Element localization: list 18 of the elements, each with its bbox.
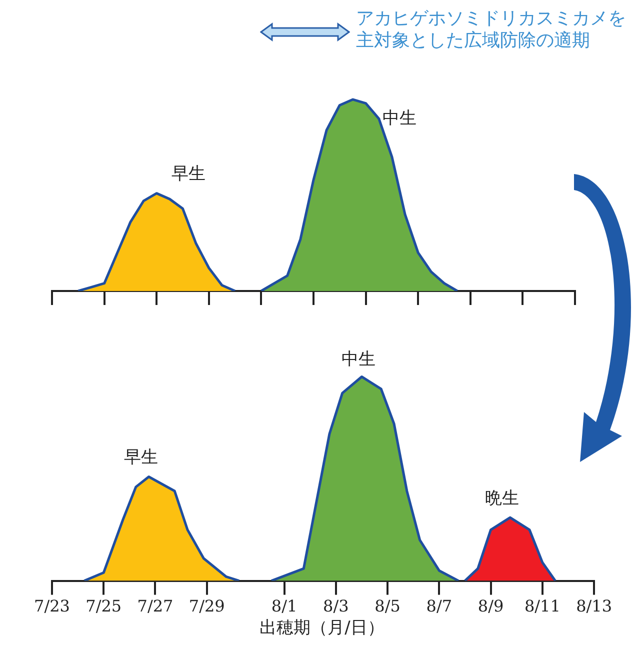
series-label: 早生	[172, 164, 206, 184]
x-tick-label: 8/9	[478, 596, 504, 616]
x-tick-label: 8/7	[426, 596, 452, 616]
series-label: 中生	[342, 350, 376, 370]
x-tick-label: 7/27	[137, 596, 174, 616]
x-tick-label: 8/1	[271, 596, 298, 616]
x-tick-label: 7/23	[34, 596, 70, 616]
x-tick-label: 8/5	[374, 596, 400, 616]
series-label: 早生	[124, 448, 158, 468]
x-tick-label: 7/29	[188, 596, 225, 616]
x-tick-label: 8/11	[524, 596, 560, 616]
series-label: 晩生	[485, 488, 520, 508]
x-tick-label: 8/13	[576, 596, 612, 616]
x-tick-label: 8/3	[323, 596, 349, 616]
text: アカヒゲホソミドリカスミカメを主対象とした広域防除の適期	[356, 8, 627, 52]
x-tick-label: 7/25	[86, 596, 122, 616]
x-axis-title: 出穂期（月/日）	[258, 617, 386, 639]
series-label: 中生	[382, 108, 417, 128]
